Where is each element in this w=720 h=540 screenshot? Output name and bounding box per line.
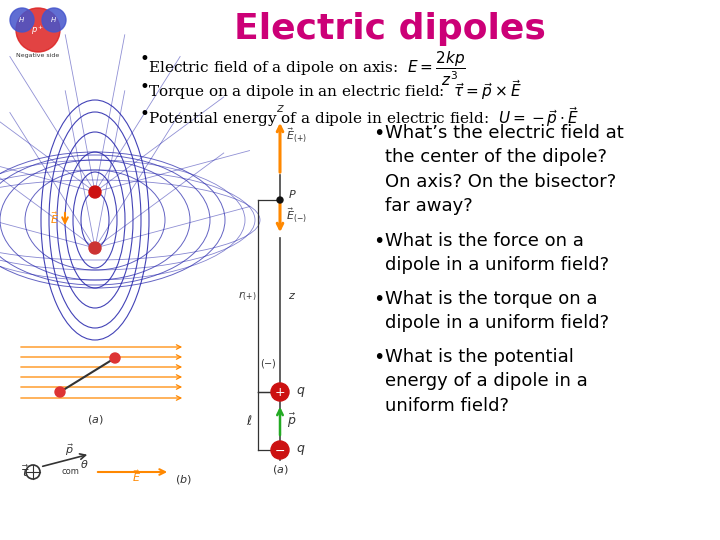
Text: $\vec{E}_{(+)}$: $\vec{E}_{(+)}$ [286, 127, 307, 145]
Circle shape [16, 8, 60, 52]
Text: $+$: $+$ [274, 386, 286, 399]
Text: •: • [140, 78, 150, 96]
Circle shape [89, 242, 101, 254]
Text: What’s the electric field at
the center of the dipole?
On axis? On the bisector?: What’s the electric field at the center … [385, 124, 624, 215]
Text: What is the potential
energy of a dipole in a
uniform field?: What is the potential energy of a dipole… [385, 348, 588, 415]
Circle shape [271, 441, 289, 459]
Text: $(a)$: $(a)$ [86, 413, 103, 426]
Circle shape [271, 383, 289, 401]
Text: $z$: $z$ [276, 102, 284, 115]
Text: $z$: $z$ [288, 291, 296, 301]
Text: Negative side: Negative side [17, 53, 60, 58]
Text: $\vec{p}$: $\vec{p}$ [65, 442, 73, 458]
Text: •: • [140, 50, 150, 68]
Text: •: • [373, 290, 384, 309]
Text: Electric field of a dipole on axis:  $E = \dfrac{2kp}{z^3}$: Electric field of a dipole on axis: $E =… [148, 50, 466, 89]
Text: $\vec{\tau}$: $\vec{\tau}$ [20, 464, 30, 480]
Text: $\theta$: $\theta$ [80, 458, 89, 470]
Text: $\vec{E}$: $\vec{E}$ [132, 468, 141, 484]
Text: $(b)$: $(b)$ [175, 472, 192, 485]
Text: $\ell$: $\ell$ [246, 414, 253, 428]
Text: $\vec{p}$: $\vec{p}$ [287, 412, 297, 430]
Text: •: • [373, 124, 384, 143]
Text: $r_{(+)}$: $r_{(+)}$ [238, 289, 256, 303]
Text: $(a)$: $(a)$ [271, 462, 288, 476]
Circle shape [277, 197, 283, 203]
Text: •: • [140, 105, 150, 123]
Text: •: • [373, 232, 384, 251]
Text: Torque on a dipole in an electric field:  $\vec{\tau} = \vec{p} \times \vec{E}$: Torque on a dipole in an electric field:… [148, 78, 521, 102]
Text: What is the torque on a
dipole in a uniform field?: What is the torque on a dipole in a unif… [385, 290, 609, 332]
Text: $q$: $q$ [296, 443, 305, 457]
Text: $q$: $q$ [296, 385, 305, 399]
Text: $-$: $-$ [274, 443, 286, 456]
Text: $\vec{E}$: $\vec{E}$ [50, 210, 60, 226]
Text: What is the force on a
dipole in a uniform field?: What is the force on a dipole in a unifo… [385, 232, 609, 274]
Text: $p^+$: $p^+$ [32, 23, 45, 37]
Text: $P$: $P$ [288, 188, 297, 200]
Circle shape [89, 186, 101, 198]
Text: $H$: $H$ [19, 16, 25, 24]
Circle shape [55, 387, 65, 397]
Text: com: com [62, 467, 80, 476]
Text: $\vec{E}_{(-)}$: $\vec{E}_{(-)}$ [286, 207, 307, 225]
Text: $(-)$: $(-)$ [260, 357, 277, 370]
Circle shape [42, 8, 66, 32]
Text: Potential energy of a dipole in electric field:  $U = -\vec{p} \cdot \vec{E}$: Potential energy of a dipole in electric… [148, 105, 579, 129]
Circle shape [110, 353, 120, 363]
Text: $H$: $H$ [50, 16, 58, 24]
Circle shape [10, 8, 34, 32]
Text: •: • [373, 348, 384, 367]
Text: Electric dipoles: Electric dipoles [234, 12, 546, 46]
